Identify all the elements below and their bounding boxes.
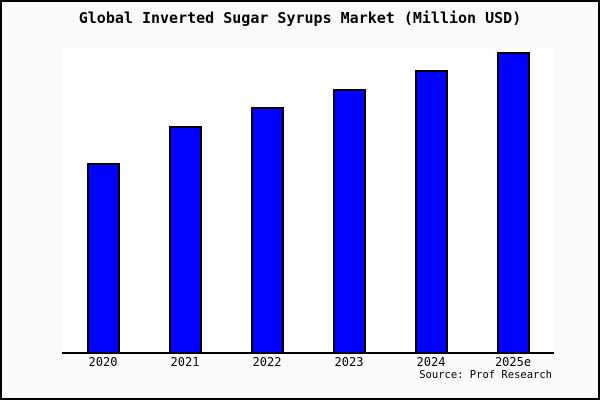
x-axis-labels: 2020 2021 2022 2023 2024 2025e: [2, 355, 598, 371]
plot-area: [62, 49, 554, 354]
bar-2025e: [496, 52, 530, 352]
bar-2021: [168, 126, 202, 352]
bar-2024: [414, 70, 448, 352]
bar-2022: [250, 107, 284, 352]
bar-2023: [332, 89, 366, 352]
x-tick-label-2023: 2023: [334, 355, 364, 369]
chart-title: Global Inverted Sugar Syrups Market (Mil…: [78, 9, 522, 27]
bar-2020: [86, 163, 120, 352]
x-tick-label-2025e: 2025e: [494, 355, 532, 369]
x-tick-label-2022: 2022: [252, 355, 282, 369]
x-tick-label-2020: 2020: [88, 355, 118, 369]
x-tick-label-2021: 2021: [170, 355, 200, 369]
x-tick-label-2024: 2024: [416, 355, 446, 369]
source-label: Source: Prof Research: [419, 369, 552, 381]
